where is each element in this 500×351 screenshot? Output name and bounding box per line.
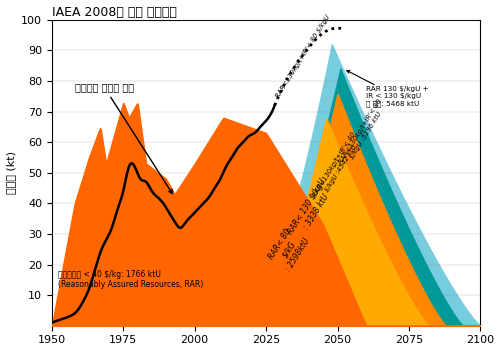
Text: RAR 130 $/kgU +
IR < 130 $/kgU
총 합계: 5468 ktU: RAR 130 $/kgU + IR < 130 $/kgU 총 합계: 546… bbox=[347, 71, 429, 107]
Text: RAR<130kg/t+IR'< 80
$/kgU :5196 ktU: RAR<130kg/t+IR'< 80 $/kgU :5196 ktU bbox=[338, 98, 389, 168]
Text: 원자로의 우라늄 수요: 원자로의 우라늄 수요 bbox=[74, 82, 172, 193]
Text: IAEA 2008년 수요 시나리오: IAEA 2008년 수요 시나리오 bbox=[52, 6, 176, 19]
Text: 확인매장량 < 40 $/kg: 1766 ktU
(Reasonably Assured Resources, RAR): 확인매장량 < 40 $/kg: 1766 ktU (Reasonably As… bbox=[58, 270, 203, 289]
Y-axis label: 우라늄 (kt): 우라늄 (kt) bbox=[6, 151, 16, 194]
Text: RAR<130kg/t+IR'< 80 $/kgU: RAR<130kg/t+IR'< 80 $/kgU bbox=[275, 14, 332, 99]
Text: RAR< 80
$/kG
: 2598ktU: RAR< 80 $/kG : 2598ktU bbox=[266, 225, 312, 273]
Text: RAR< 130 $/kgU
: 3338 ktU: RAR< 130 $/kgU : 3338 ktU bbox=[286, 177, 337, 242]
Text: RAR<130kg/t+IR'< 40
$/kgU :4542 ktU: RAR<130kg/t+IR'< 40 $/kgU :4542 ktU bbox=[312, 131, 363, 202]
